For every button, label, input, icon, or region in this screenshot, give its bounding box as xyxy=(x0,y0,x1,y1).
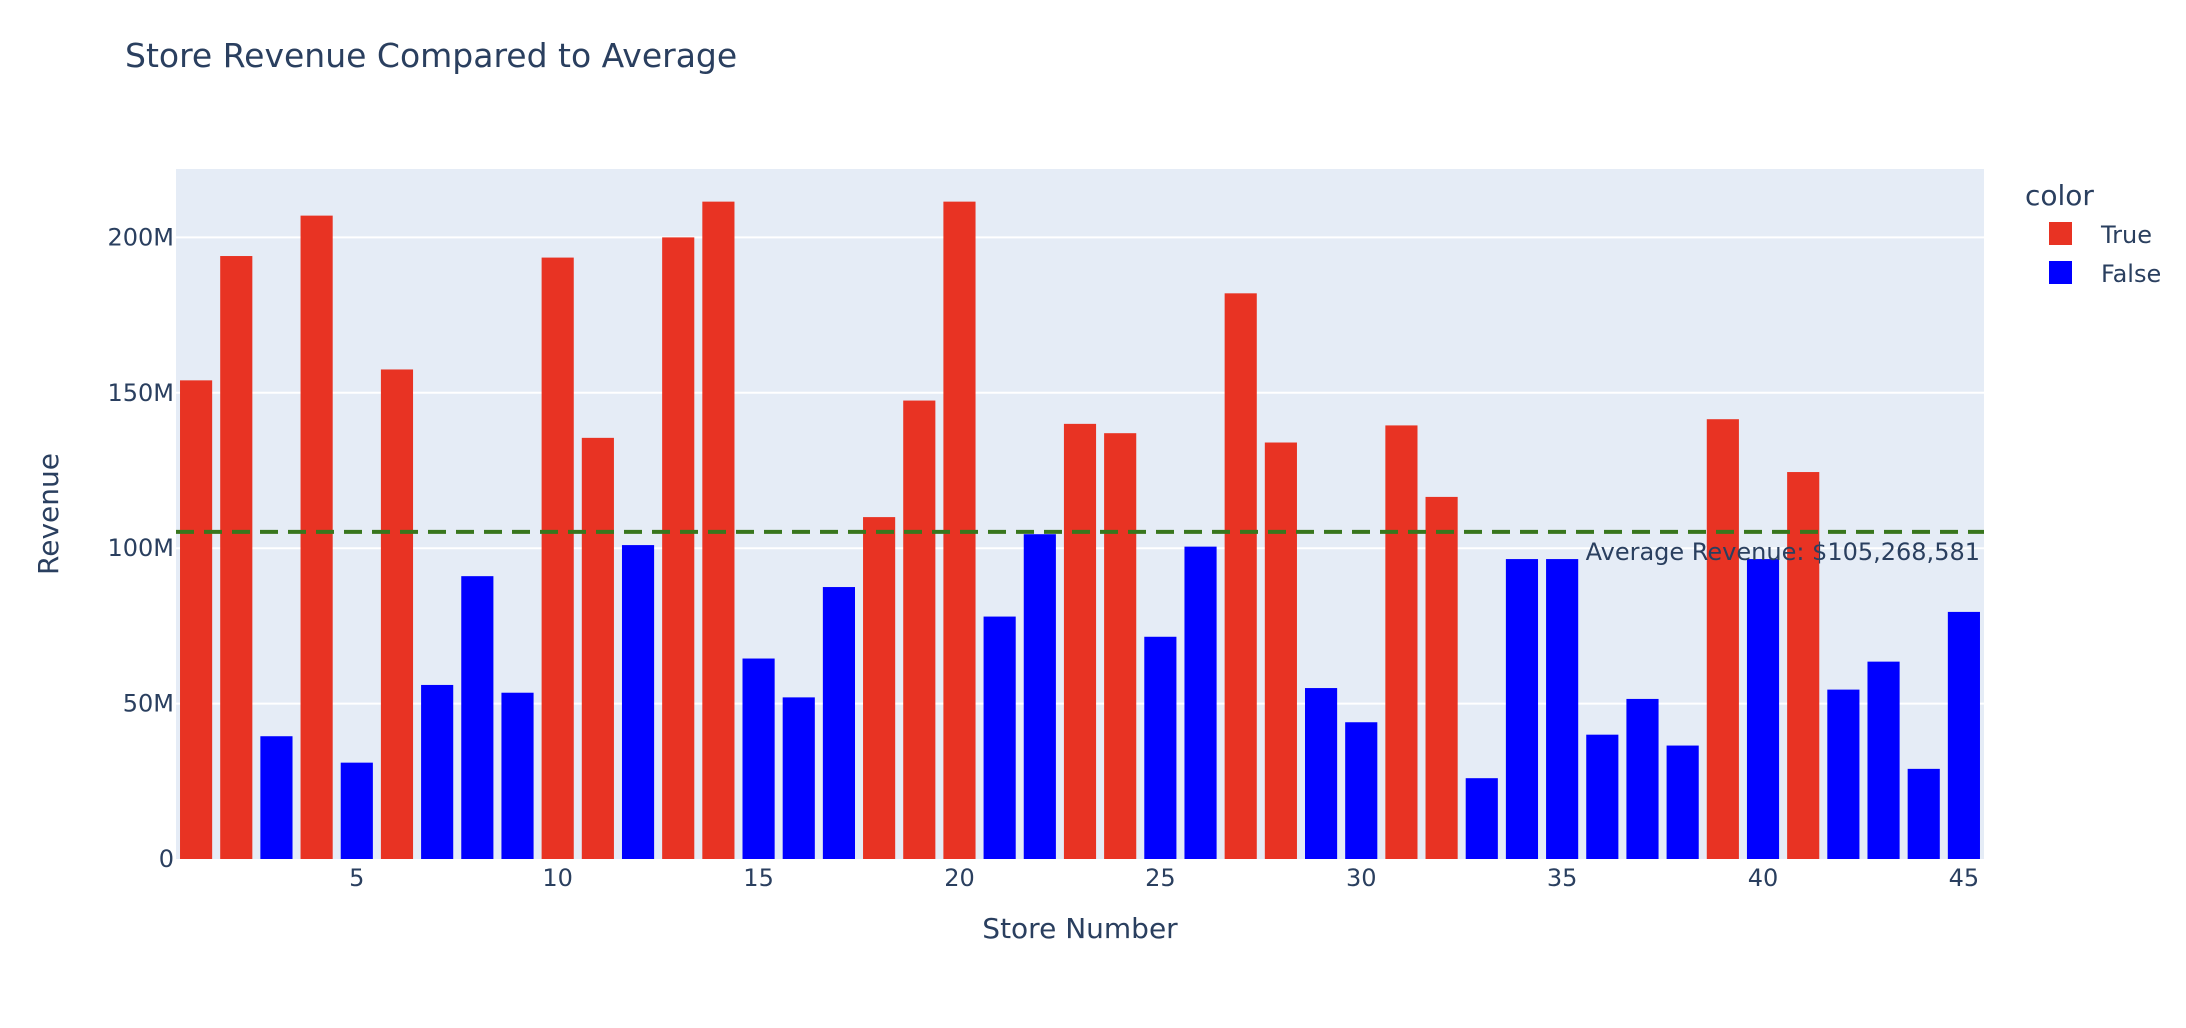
bar-store-22[interactable] xyxy=(1023,534,1056,859)
bar-store-37[interactable] xyxy=(1626,698,1659,859)
y-axis-ticks: 0 50M 100M 150M 200M xyxy=(107,223,174,873)
bar-store-44[interactable] xyxy=(1907,768,1940,859)
bar-store-36[interactable] xyxy=(1586,734,1619,859)
bar-store-19[interactable] xyxy=(903,400,936,859)
bar-store-3[interactable] xyxy=(260,736,293,859)
bar-store-27[interactable] xyxy=(1224,293,1257,859)
bar-store-32[interactable] xyxy=(1425,496,1458,859)
bar-store-2[interactable] xyxy=(220,256,253,859)
legend-item-false[interactable]: False xyxy=(2049,260,2161,288)
x-tick-label: 45 xyxy=(1949,864,1980,892)
bar-store-28[interactable] xyxy=(1264,442,1297,859)
bar-store-7[interactable] xyxy=(421,684,454,859)
bar-store-9[interactable] xyxy=(501,692,534,859)
bar-store-17[interactable] xyxy=(822,587,856,859)
bars xyxy=(180,201,1980,860)
legend-swatch-true xyxy=(2049,222,2072,245)
bar-store-29[interactable] xyxy=(1304,688,1338,859)
x-tick-label: 5 xyxy=(349,864,364,892)
bar-store-1[interactable] xyxy=(180,380,213,859)
x-tick-label: 40 xyxy=(1748,864,1779,892)
bar-store-33[interactable] xyxy=(1465,778,1498,859)
bar-store-39[interactable] xyxy=(1706,419,1739,859)
bar-store-34[interactable] xyxy=(1505,559,1539,859)
legend-label-false: False xyxy=(2101,260,2161,288)
bar-store-38[interactable] xyxy=(1666,745,1699,859)
bar-store-5[interactable] xyxy=(340,762,373,859)
bar-store-12[interactable] xyxy=(621,545,655,859)
y-axis-title: Revenue xyxy=(32,453,65,575)
x-axis-ticks: 5 10 15 20 25 30 35 40 45 xyxy=(349,864,1979,892)
x-tick-label: 20 xyxy=(944,864,975,892)
legend: color True False xyxy=(2025,179,2161,288)
bar-store-45[interactable] xyxy=(1947,611,1980,859)
x-tick-label: 15 xyxy=(743,864,774,892)
bar-store-24[interactable] xyxy=(1104,433,1137,859)
bar-store-26[interactable] xyxy=(1184,546,1217,859)
y-tick-label: 50M xyxy=(123,690,174,718)
average-line-group: Average Revenue: $105,268,581 xyxy=(176,529,1984,566)
y-tick-label: 0 xyxy=(159,845,174,873)
bar-store-25[interactable] xyxy=(1144,636,1177,859)
legend-title: color xyxy=(2025,179,2094,212)
average-label: Average Revenue: $105,268,581 xyxy=(1586,538,1980,566)
bar-store-8[interactable] xyxy=(461,576,494,859)
bar-store-11[interactable] xyxy=(581,437,614,859)
bar-store-4[interactable] xyxy=(300,215,333,859)
bar-store-41[interactable] xyxy=(1787,472,1820,859)
x-axis-title: Store Number xyxy=(982,912,1178,945)
bar-store-13[interactable] xyxy=(662,237,695,860)
legend-label-true: True xyxy=(2100,221,2152,249)
bar-store-18[interactable] xyxy=(863,517,896,859)
bar-store-15[interactable] xyxy=(742,658,775,859)
legend-swatch-false xyxy=(2049,261,2072,284)
x-tick-label: 10 xyxy=(542,864,573,892)
bar-store-23[interactable] xyxy=(1063,423,1097,859)
x-tick-label: 30 xyxy=(1346,864,1377,892)
bar-store-30[interactable] xyxy=(1345,722,1378,859)
x-tick-label: 25 xyxy=(1145,864,1176,892)
bar-store-31[interactable] xyxy=(1385,425,1418,859)
bar-store-21[interactable] xyxy=(983,616,1016,859)
y-tick-label: 100M xyxy=(107,534,174,562)
y-tick-label: 150M xyxy=(107,379,174,407)
bar-store-43[interactable] xyxy=(1867,661,1900,859)
bar-store-35[interactable] xyxy=(1546,559,1579,859)
x-tick-label: 35 xyxy=(1547,864,1578,892)
bar-store-42[interactable] xyxy=(1827,689,1860,859)
bar-store-6[interactable] xyxy=(380,369,414,859)
bar-store-10[interactable] xyxy=(541,257,574,860)
chart-title: Store Revenue Compared to Average xyxy=(125,36,737,75)
bar-store-16[interactable] xyxy=(782,697,815,859)
legend-item-true[interactable]: True xyxy=(2049,221,2152,249)
bar-store-40[interactable] xyxy=(1746,559,1780,859)
y-tick-label: 200M xyxy=(107,223,174,251)
